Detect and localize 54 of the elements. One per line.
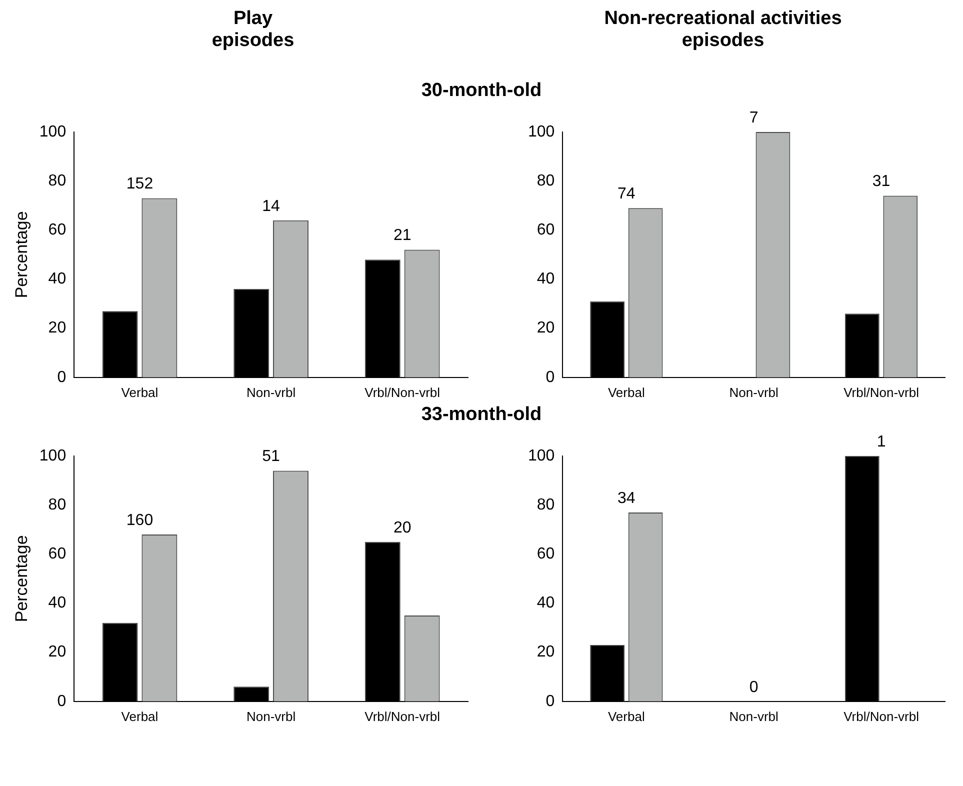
annotation: 1 [876, 433, 886, 450]
chart-title: Non-recreational activities episodes [603, 8, 843, 53]
y-tick-label: 0 [546, 692, 555, 710]
y-tick-label: 20 [48, 320, 66, 337]
x-tick-label: Non-vrbl [246, 384, 296, 400]
y-tick-label: 60 [48, 222, 66, 239]
x-tick-label: Non-vrbl [729, 384, 779, 400]
x-tick-label: Verbal [608, 384, 645, 400]
y-tick-label: 40 [536, 594, 555, 612]
y-axis-title: Percentage [12, 211, 31, 298]
x-tick-label: Vrbl/Non-vrbl [844, 708, 920, 724]
y-tick-label: 100 [528, 123, 555, 140]
annotation: 160 [126, 512, 154, 529]
annotation: 7 [749, 109, 758, 126]
x-tick-label: Verbal [121, 384, 158, 400]
y-tick-label: 40 [536, 270, 555, 288]
annotation: 34 [618, 490, 636, 507]
y-tick-label: 20 [48, 644, 66, 661]
y-tick-label: 100 [39, 123, 66, 140]
annotation: 0 [749, 678, 758, 696]
chart-title: Play episodes [210, 8, 296, 53]
x-tick-label: Non-vrbl [246, 708, 296, 724]
y-tick-label: 80 [48, 496, 66, 514]
x-tick-label: Vrbl/Non-vrbl [364, 384, 440, 400]
x-tick-label: Non-vrbl [729, 708, 779, 724]
x-tick-label: Vrbl/Non-vrbl [364, 708, 440, 724]
annotation: 31 [872, 173, 890, 190]
annotation: 152 [126, 176, 154, 193]
y-tick-label: 100 [39, 447, 66, 464]
y-tick-label: 40 [48, 270, 66, 288]
chart-subtitle: 30-month-old [421, 80, 542, 101]
y-tick-label: 0 [57, 692, 66, 710]
y-axis-title: Percentage [12, 535, 31, 622]
annotation: 14 [262, 198, 280, 215]
annotation: 21 [393, 227, 412, 244]
y-tick-label: 0 [546, 368, 555, 386]
y-tick-label: 20 [536, 644, 555, 661]
annotation: 74 [618, 185, 636, 202]
y-tick-label: 20 [536, 320, 555, 337]
annotation: 51 [262, 448, 280, 466]
y-tick-label: 0 [57, 368, 66, 386]
y-tick-label: 80 [536, 496, 555, 514]
y-tick-label: 80 [48, 172, 66, 190]
y-tick-label: 80 [536, 172, 555, 190]
chart-subtitle: 33-month-old [421, 404, 542, 425]
x-tick-label: Verbal [121, 708, 158, 724]
x-tick-label: Verbal [608, 708, 645, 724]
y-tick-label: 60 [536, 222, 555, 239]
y-tick-label: 40 [48, 594, 66, 612]
x-tick-label: Vrbl/Non-vrbl [844, 384, 920, 400]
y-tick-label: 60 [48, 546, 66, 563]
y-tick-label: 60 [536, 546, 555, 563]
y-tick-label: 100 [528, 447, 555, 464]
annotation: 20 [393, 519, 412, 536]
